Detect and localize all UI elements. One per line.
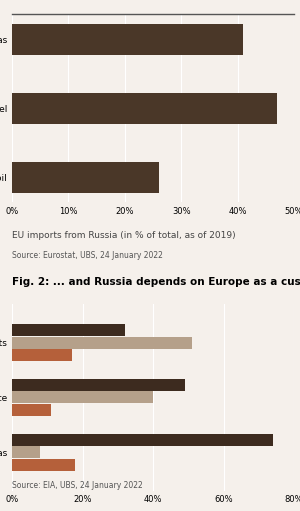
Bar [12, 162, 159, 193]
Bar [12, 446, 40, 458]
Bar [12, 379, 185, 391]
Bar [12, 459, 76, 471]
Bar [12, 324, 125, 336]
Text: EU imports from Russia (in % of total, as of 2019): EU imports from Russia (in % of total, a… [12, 230, 236, 240]
Text: Fig. 2: ... and Russia depends on Europe as a customer: Fig. 2: ... and Russia depends on Europe… [12, 277, 300, 287]
Bar [12, 433, 273, 446]
Bar [12, 337, 192, 349]
Bar [12, 93, 277, 124]
Bar [12, 404, 51, 416]
Text: Source: EIA, UBS, 24 January 2022: Source: EIA, UBS, 24 January 2022 [12, 481, 143, 490]
Text: Source: Eurostat, UBS, 24 January 2022: Source: Eurostat, UBS, 24 January 2022 [12, 251, 163, 260]
Bar [12, 391, 153, 403]
Bar [12, 24, 243, 55]
Bar [12, 349, 72, 361]
